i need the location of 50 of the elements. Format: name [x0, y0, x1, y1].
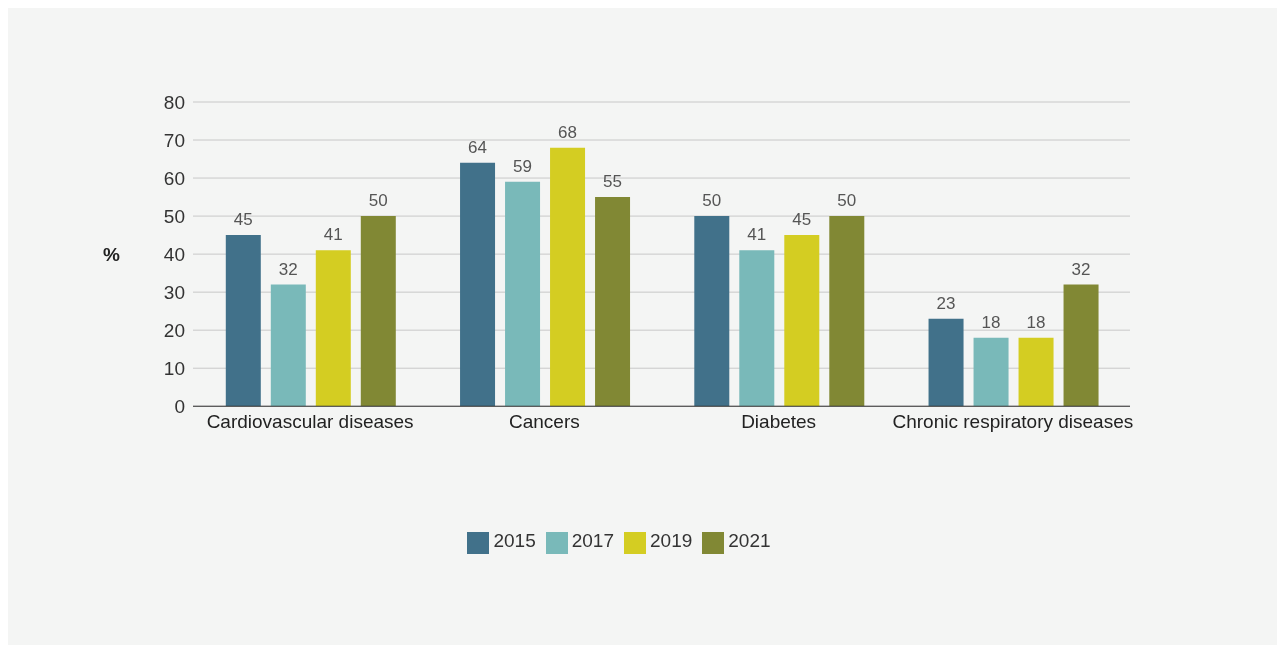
- bar: [829, 216, 865, 407]
- y-tick-label: 60: [163, 167, 185, 189]
- y-tick-label: 70: [163, 129, 185, 151]
- data-label: 41: [323, 225, 343, 245]
- x-tick-label: Chronic respiratory diseases: [892, 410, 1134, 432]
- data-label: 50: [837, 191, 857, 211]
- data-label: 50: [702, 191, 722, 211]
- data-label: 50: [368, 191, 388, 211]
- bar: [595, 197, 631, 407]
- bar: [928, 318, 964, 407]
- bar: [739, 250, 775, 407]
- data-label: 18: [1026, 312, 1046, 332]
- bar: [973, 337, 1009, 407]
- y-axis-title: %: [103, 243, 120, 265]
- data-label: 23: [936, 293, 956, 313]
- y-tick-label: 30: [163, 281, 185, 303]
- bar: [784, 235, 820, 407]
- x-tick-label: Cardiovascular diseases: [206, 410, 414, 432]
- bar: [225, 235, 261, 407]
- data-label: 45: [792, 210, 812, 230]
- y-tick-label: 10: [163, 357, 185, 379]
- y-tick-label: 0: [174, 395, 185, 417]
- x-tick-label: Diabetes: [741, 410, 817, 432]
- bar: [460, 162, 496, 407]
- data-label: 18: [981, 312, 1001, 332]
- data-label: 45: [233, 210, 253, 230]
- y-tick-label: 50: [163, 205, 185, 227]
- y-tick-label: 20: [163, 319, 185, 341]
- bar: [360, 216, 396, 407]
- legend-label: 2021: [728, 530, 771, 551]
- bar: [1018, 337, 1054, 407]
- bar: [270, 284, 306, 407]
- legend-label: 2019: [650, 530, 693, 551]
- y-tick-label: 80: [163, 91, 185, 113]
- bar: [315, 250, 351, 407]
- data-label: 55: [603, 172, 623, 192]
- legend-label: 2015: [493, 530, 536, 551]
- data-label: 32: [278, 259, 298, 279]
- data-label: 64: [468, 137, 488, 157]
- data-label: 32: [1071, 259, 1091, 279]
- data-label: 41: [747, 225, 767, 245]
- data-label: 68: [558, 122, 578, 142]
- x-tick-label: Cancers: [509, 410, 580, 432]
- bar: [550, 147, 586, 407]
- bar: [1063, 284, 1099, 407]
- bar: [694, 216, 730, 407]
- data-label: 59: [513, 156, 533, 176]
- y-tick-label: 40: [163, 243, 185, 265]
- bar: [505, 181, 541, 407]
- legend-label: 2017: [571, 530, 614, 551]
